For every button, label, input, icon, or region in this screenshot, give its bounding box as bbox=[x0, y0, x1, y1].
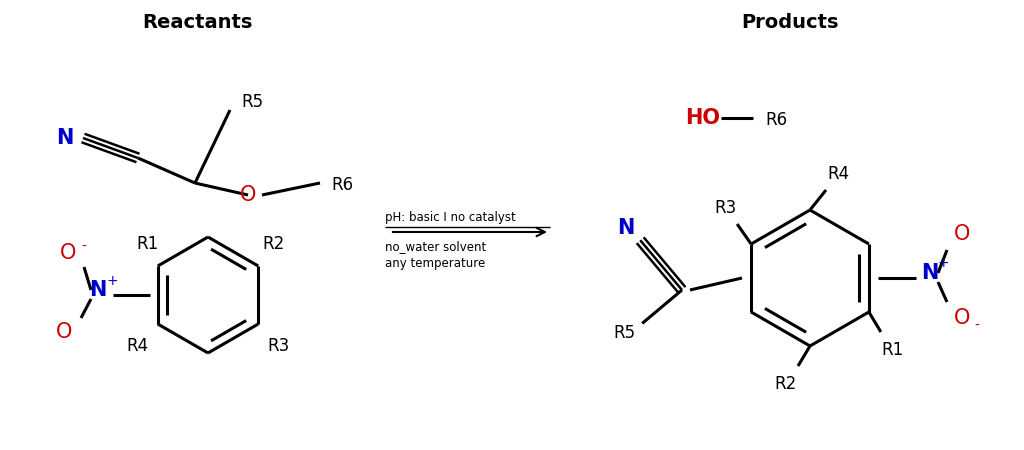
Text: no_water solvent: no_water solvent bbox=[385, 240, 486, 253]
Text: R3: R3 bbox=[267, 337, 290, 355]
Text: N: N bbox=[922, 263, 939, 283]
Text: HO: HO bbox=[685, 108, 720, 128]
Text: R6: R6 bbox=[765, 111, 787, 129]
Text: Reactants: Reactants bbox=[141, 13, 252, 32]
Text: R4: R4 bbox=[127, 337, 148, 355]
Text: any temperature: any temperature bbox=[385, 257, 485, 270]
Text: Products: Products bbox=[741, 13, 839, 32]
Text: R3: R3 bbox=[714, 199, 736, 217]
Text: -: - bbox=[82, 240, 86, 254]
Text: R2: R2 bbox=[262, 235, 285, 253]
Text: R6: R6 bbox=[331, 176, 353, 194]
Text: +: + bbox=[106, 274, 118, 288]
Text: R4: R4 bbox=[827, 165, 849, 183]
Text: N: N bbox=[55, 128, 73, 148]
Text: +: + bbox=[937, 256, 949, 270]
Text: O: O bbox=[56, 322, 72, 342]
Text: O: O bbox=[59, 243, 76, 263]
Text: O: O bbox=[953, 224, 970, 244]
Text: R2: R2 bbox=[775, 375, 797, 393]
Text: N: N bbox=[89, 280, 106, 300]
Text: N: N bbox=[617, 218, 635, 238]
Text: O: O bbox=[953, 308, 970, 328]
Text: pH: basic I no catalyst: pH: basic I no catalyst bbox=[385, 211, 516, 224]
Text: R1: R1 bbox=[882, 341, 904, 359]
Text: R5: R5 bbox=[241, 93, 263, 111]
Text: R1: R1 bbox=[136, 235, 159, 253]
Text: R5: R5 bbox=[613, 324, 635, 342]
Text: O: O bbox=[240, 185, 256, 205]
Text: -: - bbox=[975, 319, 979, 333]
